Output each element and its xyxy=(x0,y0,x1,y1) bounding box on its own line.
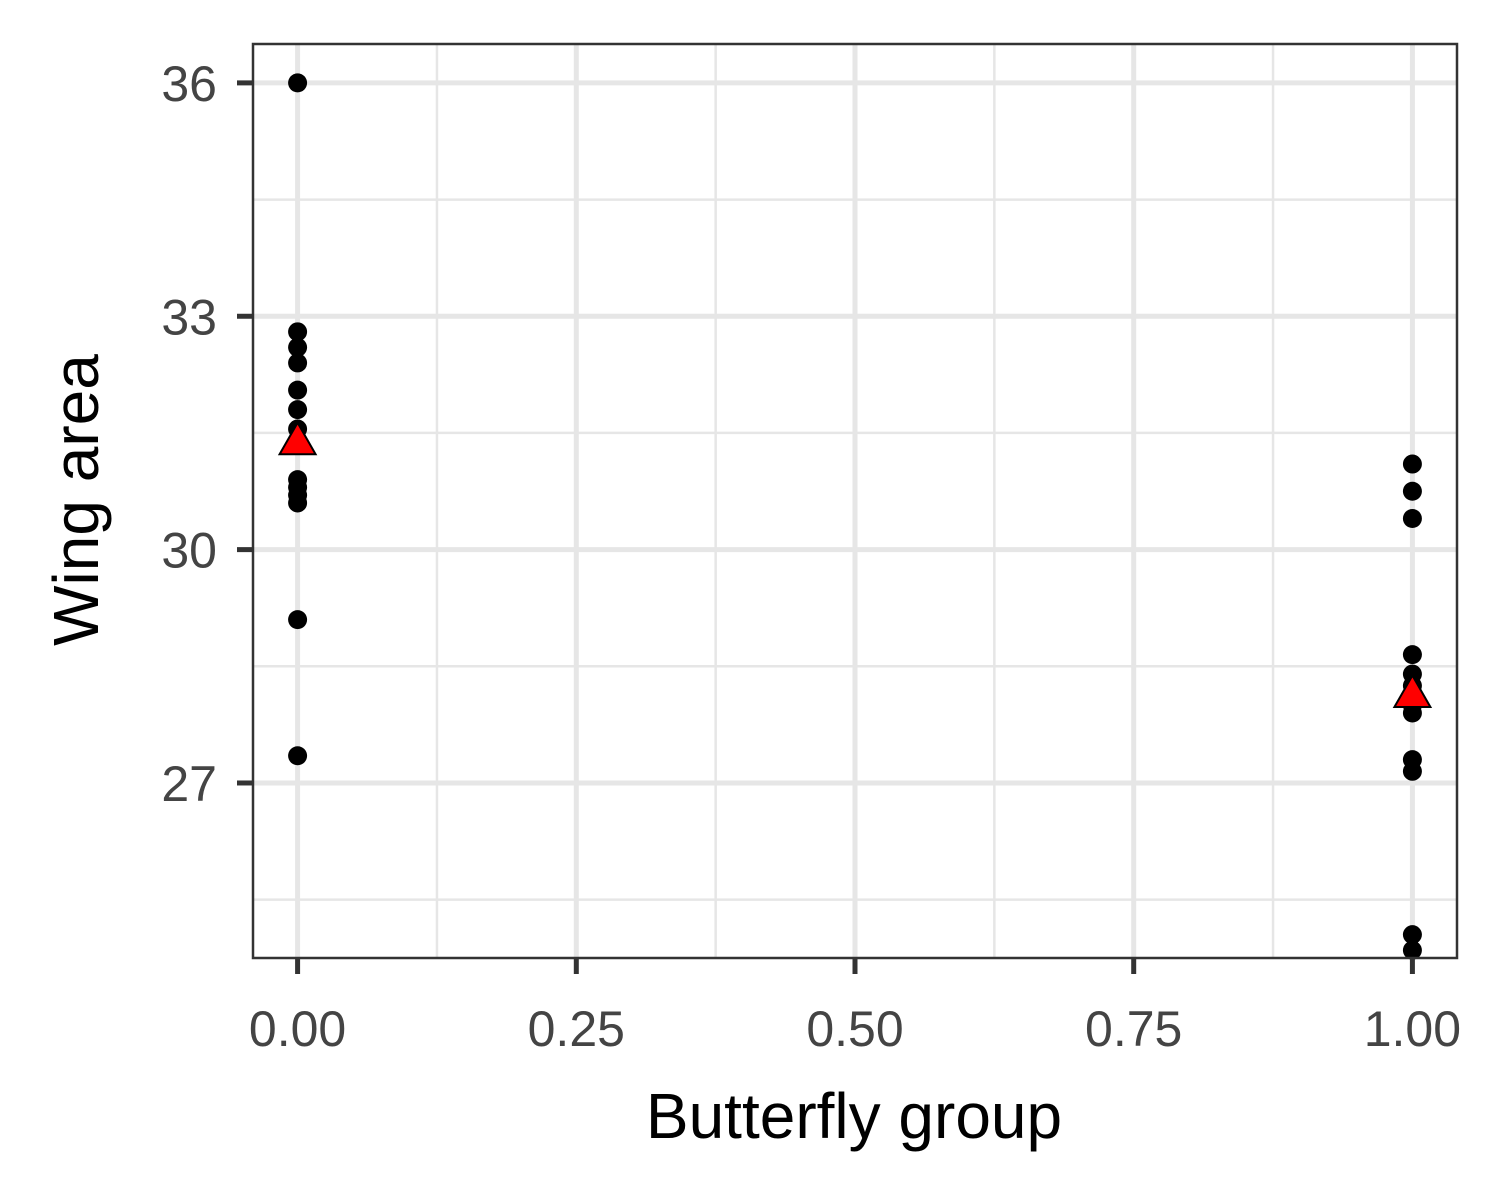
x-tick-label: 1.00 xyxy=(1364,1001,1461,1057)
data-point xyxy=(288,322,308,342)
mean-markers xyxy=(277,420,1433,709)
data-points xyxy=(288,73,1422,960)
data-point xyxy=(288,746,308,766)
data-point xyxy=(288,610,308,630)
x-tick-label: 0.00 xyxy=(249,1001,346,1057)
y-tick-label: 36 xyxy=(161,56,217,112)
y-tick-label: 30 xyxy=(161,523,217,579)
data-point xyxy=(1402,509,1422,529)
y-tick-label: 33 xyxy=(161,289,217,345)
data-point xyxy=(288,353,308,373)
y-axis-title: Wing area xyxy=(40,354,112,646)
x-tick-label: 0.25 xyxy=(528,1001,625,1057)
y-tick-label: 27 xyxy=(161,756,217,812)
x-tick-label: 0.75 xyxy=(1085,1001,1182,1057)
mean-marker xyxy=(1392,673,1433,709)
data-point xyxy=(1402,645,1422,665)
x-axis-title: Butterfly group xyxy=(646,1080,1062,1152)
data-point xyxy=(1402,925,1422,945)
data-point xyxy=(288,337,308,357)
data-point xyxy=(1402,481,1422,501)
data-point xyxy=(1402,940,1422,960)
data-point xyxy=(1402,454,1422,474)
mean-marker xyxy=(277,420,318,456)
data-point xyxy=(288,400,308,420)
x-tick-label: 0.50 xyxy=(806,1001,903,1057)
axes: 0.00 0.25 0.50 0.75 1.00 27 30 33 36 xyxy=(161,56,1461,1057)
data-point xyxy=(1402,761,1422,781)
data-point xyxy=(288,493,308,513)
data-point xyxy=(288,380,308,400)
data-point xyxy=(1402,703,1422,723)
grid-lines xyxy=(253,44,1457,958)
data-point xyxy=(288,73,308,93)
